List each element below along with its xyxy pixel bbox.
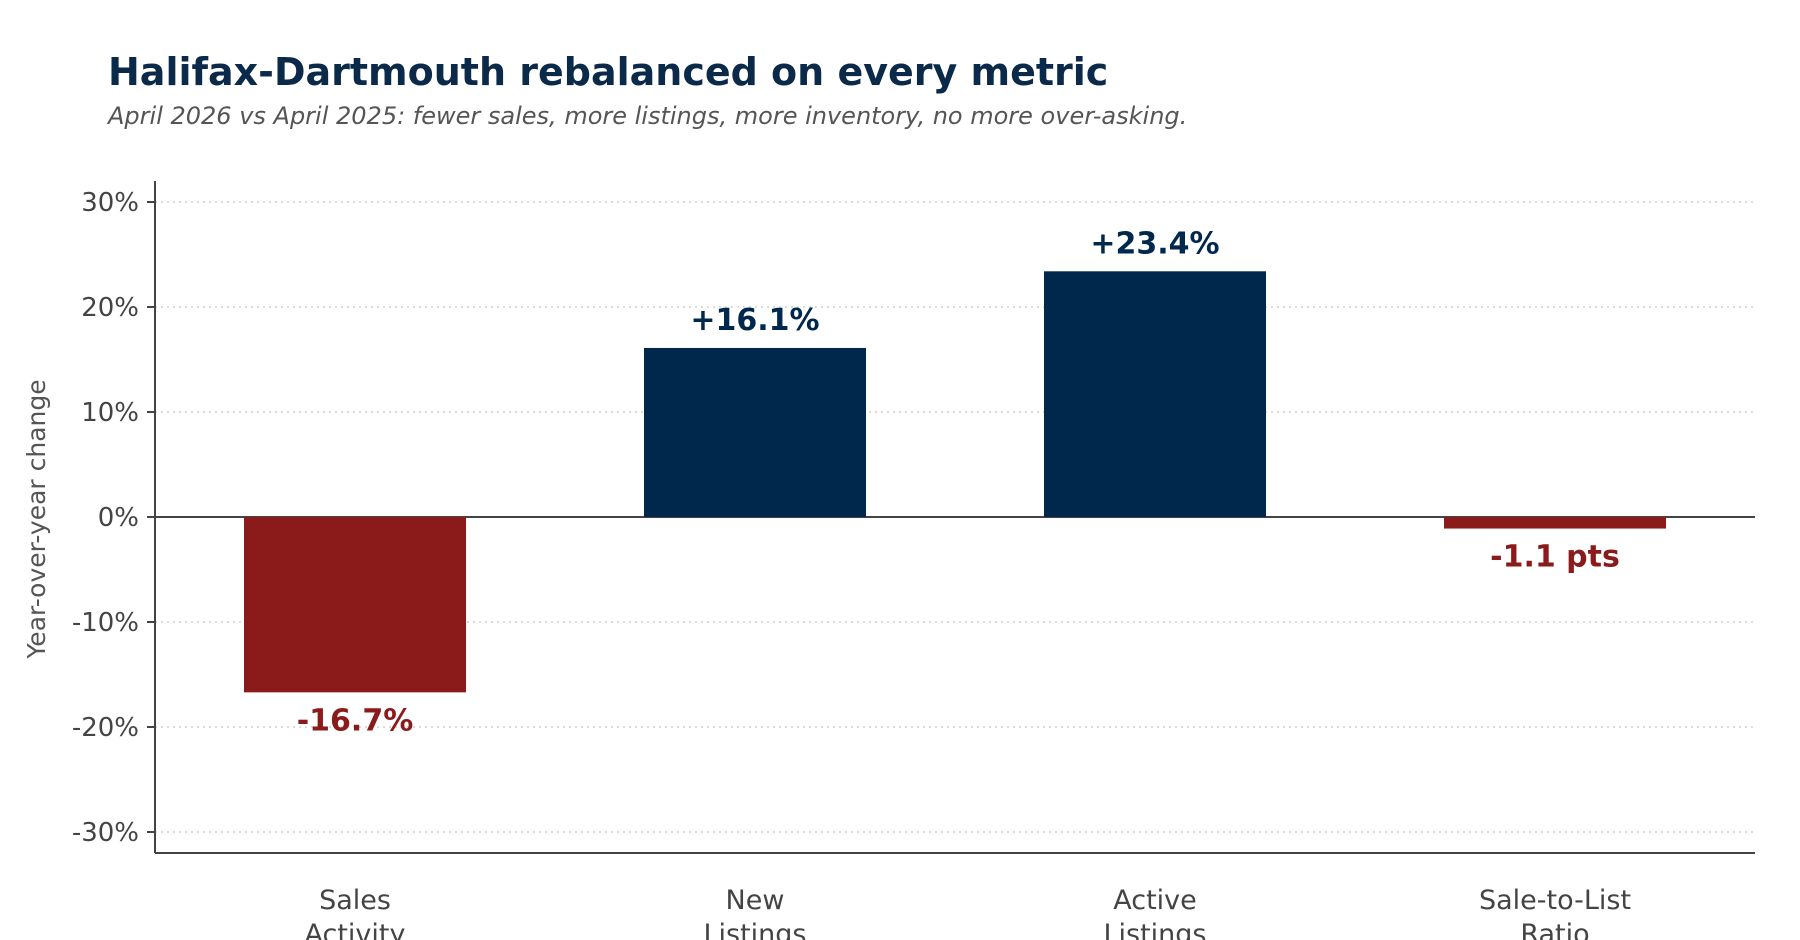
- bars: [244, 271, 1666, 693]
- y-axis-title: Year-over-year change: [22, 379, 51, 659]
- x-tick-label: Sale-to-List: [1479, 885, 1631, 916]
- chart-title: Halifax-Dartmouth rebalanced on every me…: [108, 50, 1109, 94]
- x-tick-label: Sales: [319, 885, 391, 916]
- y-tick-label: 30%: [81, 188, 139, 218]
- data-label: -1.1 pts: [1490, 540, 1620, 575]
- x-tick-labels: Sales Activity New Listings Active Listings Sa…: [305, 885, 1632, 940]
- y-ticks: 30% 20% 10% 0% -10% -20% -30%: [72, 188, 155, 848]
- x-tick-label: New: [726, 885, 785, 916]
- bar: [244, 517, 466, 693]
- bar: [1044, 271, 1266, 517]
- chart-subtitle: April 2026 vs April 2025: fewer sales, m…: [108, 102, 1188, 130]
- x-tick-label: Active: [1113, 885, 1197, 916]
- y-tick-label: 20%: [81, 293, 139, 323]
- bar: [644, 347, 866, 517]
- data-label: +23.4%: [1090, 226, 1219, 261]
- y-tick-label: -20%: [72, 713, 139, 743]
- x-tick-label: Listings: [1103, 919, 1206, 940]
- x-tick-label: Activity: [305, 919, 406, 940]
- bar: [1444, 517, 1666, 529]
- y-tick-label: -10%: [72, 608, 139, 638]
- data-label: -16.7%: [297, 703, 414, 738]
- y-tick-label: -30%: [72, 818, 139, 848]
- x-tick-label: Listings: [703, 919, 806, 940]
- x-tick-label: Ratio: [1520, 919, 1589, 940]
- y-tick-label: 0%: [98, 503, 139, 533]
- y-tick-label: 10%: [81, 398, 139, 428]
- data-label: +16.1%: [690, 303, 819, 338]
- value-labels: -16.7% +16.1% +23.4% -1.1 pts: [297, 226, 1620, 738]
